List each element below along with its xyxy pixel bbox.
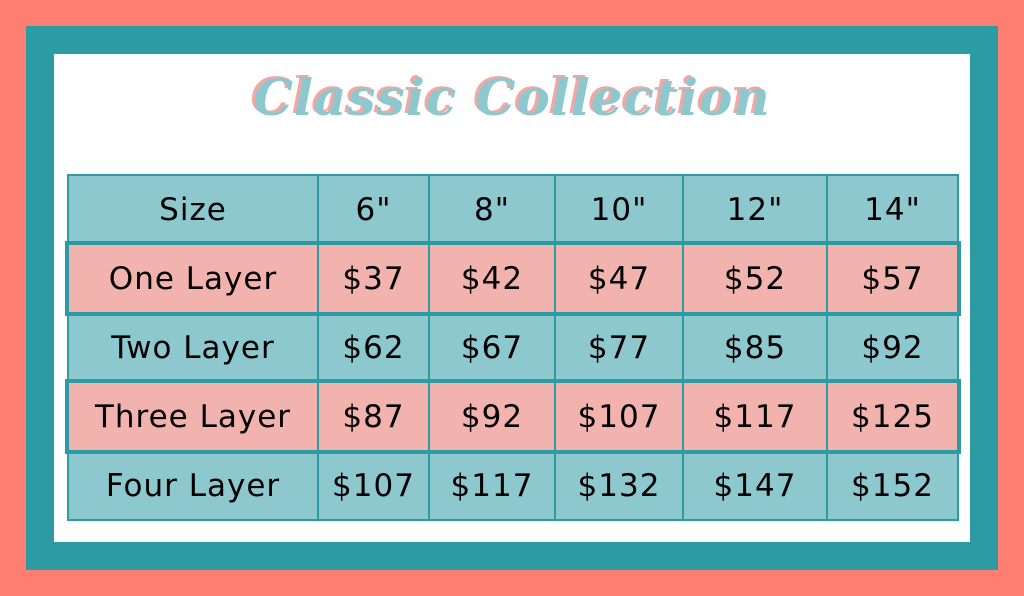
price-cell: $92	[826, 312, 959, 383]
header-cell: Size	[67, 174, 319, 245]
price-cell: $87	[317, 381, 430, 452]
price-cell: $132	[554, 450, 684, 521]
content-panel: Classic Collection Size 6" 8" 10" 12" 14…	[54, 54, 970, 542]
price-cell: $107	[554, 381, 684, 452]
price-cell: $47	[554, 243, 684, 314]
price-cell: $125	[826, 381, 959, 452]
header-cell: 12"	[682, 174, 828, 245]
price-cell: $52	[682, 243, 828, 314]
price-cell: $117	[428, 450, 556, 521]
price-cell: $67	[428, 312, 556, 383]
price-cell: $152	[826, 450, 959, 521]
header-cell: 14"	[826, 174, 959, 245]
price-cell: $117	[682, 381, 828, 452]
table-row: One Layer $37 $42 $47 $52 $57	[65, 241, 961, 316]
price-cell: $147	[682, 450, 828, 521]
row-label: Three Layer	[67, 381, 319, 452]
price-cell: $42	[428, 243, 556, 314]
header-cell: 6"	[317, 174, 430, 245]
price-cell: $107	[317, 450, 430, 521]
row-label: One Layer	[67, 243, 319, 314]
price-cell: $77	[554, 312, 684, 383]
row-label: Two Layer	[67, 312, 319, 383]
price-cell: $62	[317, 312, 430, 383]
price-cell: $92	[428, 381, 556, 452]
header-row: Size 6" 8" 10" 12" 14"	[67, 174, 959, 245]
price-cell: $57	[826, 243, 959, 314]
table-row: Four Layer $107 $117 $132 $147 $152	[67, 450, 959, 521]
page-title: Classic Collection	[253, 68, 771, 127]
table-row: Three Layer $87 $92 $107 $117 $125	[65, 379, 961, 454]
header-cell: 8"	[428, 174, 556, 245]
row-label: Four Layer	[67, 450, 319, 521]
outer-frame: Classic Collection Size 6" 8" 10" 12" 14…	[26, 26, 998, 570]
price-table: Size 6" 8" 10" 12" 14" One Layer $37 $42…	[65, 174, 961, 521]
header-cell: 10"	[554, 174, 684, 245]
price-cell: $37	[317, 243, 430, 314]
price-cell: $85	[682, 312, 828, 383]
table-row: Two Layer $62 $67 $77 $85 $92	[67, 312, 959, 383]
